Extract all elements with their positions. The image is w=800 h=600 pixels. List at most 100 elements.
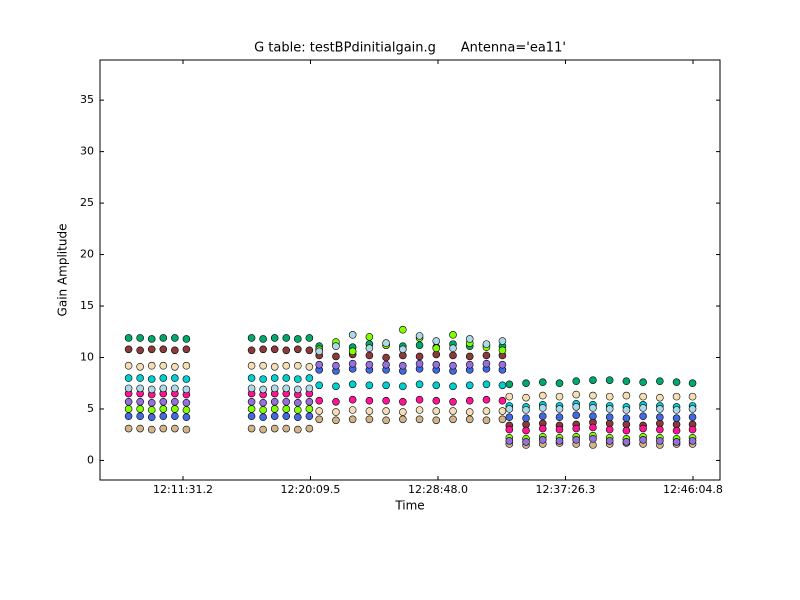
data-point [505,413,514,422]
data-point [482,359,491,368]
data-point [688,379,697,388]
data-point [124,345,133,354]
data-point [171,405,179,413]
data-point [555,413,564,422]
data-point [465,408,474,416]
data-point [505,405,514,413]
data-point [605,376,614,384]
data-point [124,361,133,370]
data-point [449,382,457,391]
data-point [672,426,681,435]
data-point [270,412,279,420]
data-point [605,413,614,422]
data-point [382,407,390,415]
data-point [382,353,390,362]
data-point [247,346,256,355]
data-point [182,375,191,383]
data-point [605,425,614,434]
data-point [171,374,179,382]
data-point [124,334,133,342]
data-point [688,437,697,445]
data-point [332,408,340,416]
data-point [365,333,374,341]
data-point [294,345,302,354]
data-point [159,412,168,420]
data-point [247,374,256,382]
data-point [605,392,614,401]
data-point [147,385,156,394]
data-point [171,346,179,355]
data-point [399,408,407,416]
data-point [259,398,267,407]
data-point [465,335,474,343]
x-tick-label: 12:37:26.3 [536,483,596,496]
data-point [639,436,647,444]
x-tick-label: 12:28:48.0 [408,483,468,496]
data-point [124,405,133,413]
data-point [147,406,156,414]
data-point [182,335,191,343]
data-point [171,384,179,393]
data-point [656,377,664,385]
data-point [656,425,664,434]
data-point [382,396,390,405]
data-point [247,361,256,370]
y-tick-label: 20 [80,248,94,261]
data-point [555,425,564,434]
data-point [449,331,457,339]
data-point [124,424,133,433]
data-point [282,374,291,382]
data-point [555,405,564,413]
data-point [505,437,514,445]
data-point [348,406,357,414]
data-point [605,405,614,413]
data-point [622,414,631,423]
data-point [282,361,291,370]
data-point [136,374,144,382]
data-point [332,352,340,361]
data-point [622,377,631,385]
data-point [449,361,457,370]
data-point [348,395,357,404]
data-point [538,424,547,433]
data-point [688,413,697,422]
data-point [136,384,144,393]
data-point [505,380,514,389]
data-point [315,360,324,369]
data-point [259,361,267,370]
data-point [136,412,144,420]
x-axis-label: Time [394,499,424,513]
data-point [449,415,457,424]
data-point [136,405,144,413]
data-point [282,346,291,355]
data-point [589,391,597,400]
data-point [247,412,256,420]
data-point [498,337,507,345]
data-point [159,374,168,382]
data-point [305,397,314,406]
data-point [572,377,581,385]
data-point [305,374,314,382]
data-point [247,397,256,406]
data-point [136,334,144,342]
data-point [555,437,564,445]
data-point [432,360,441,369]
data-point [639,412,647,420]
data-point [399,397,407,406]
data-point [656,437,664,445]
data-point [589,435,597,443]
data-point [159,397,168,406]
data-point [522,414,530,423]
data-point [498,396,507,405]
data-point [294,406,302,414]
data-point [538,404,547,412]
data-point [688,405,697,413]
y-tick-label: 15 [80,299,94,312]
data-point [348,380,357,389]
data-point [147,425,156,434]
chart-title: G table: testBPdinitialgain.g Antenna='e… [254,41,566,56]
data-point [159,345,168,354]
data-point [432,337,441,345]
data-point [538,412,547,420]
data-point [365,381,374,390]
